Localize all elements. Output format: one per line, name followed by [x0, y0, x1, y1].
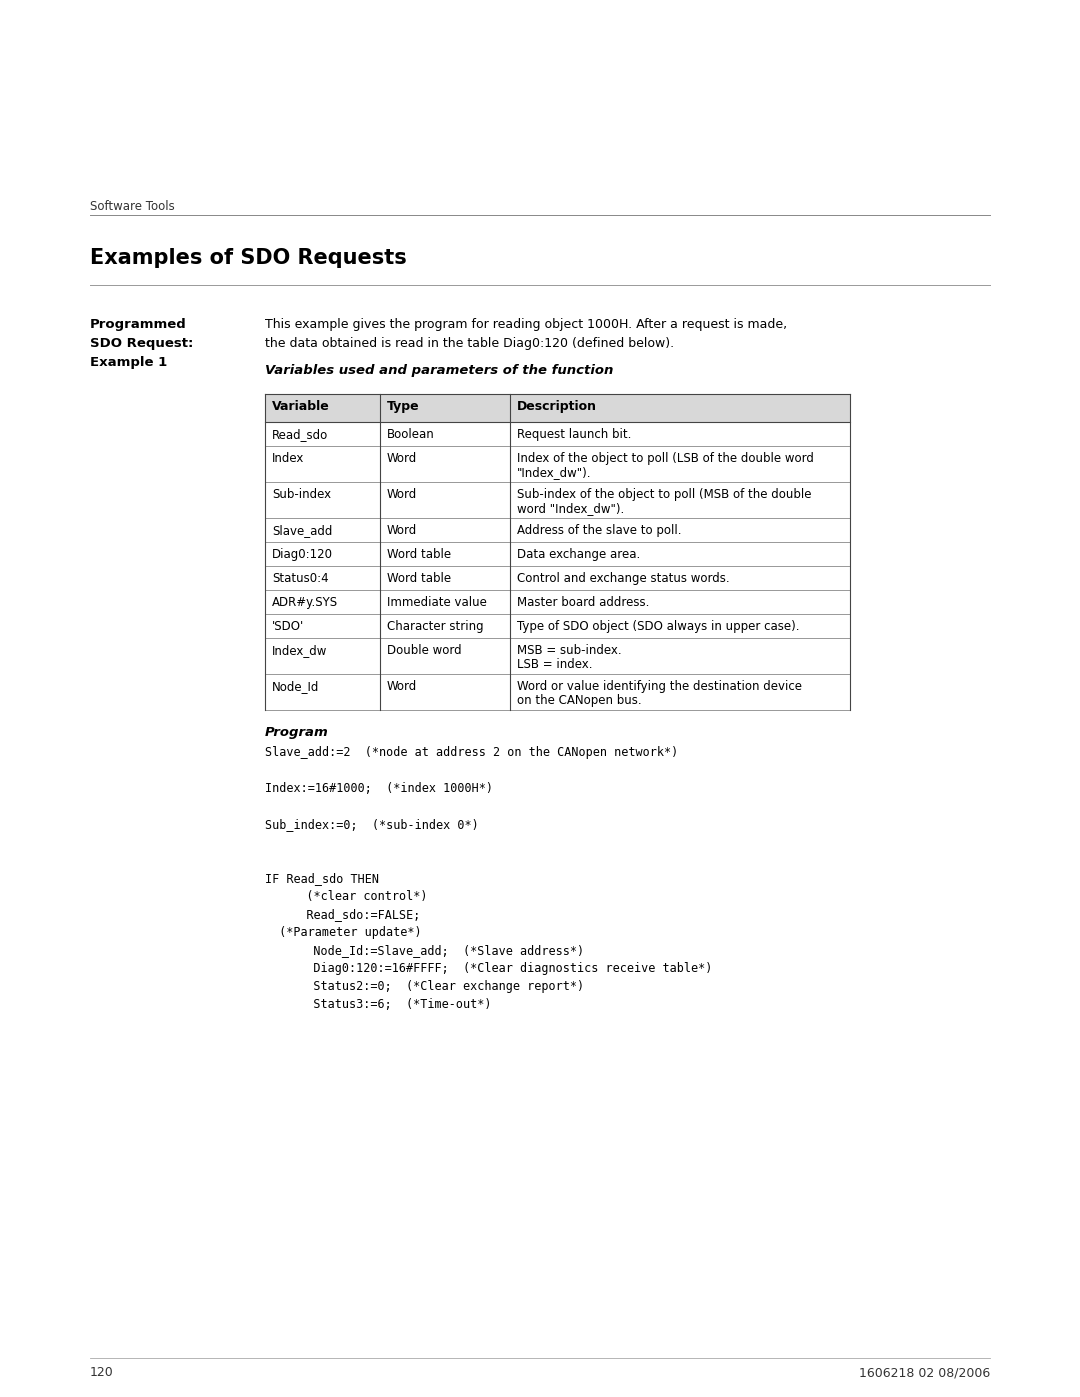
- Text: Immediate value: Immediate value: [387, 597, 487, 609]
- Text: Word table: Word table: [387, 571, 451, 585]
- Text: Double word: Double word: [387, 644, 461, 657]
- Text: "Index_dw").: "Index_dw").: [517, 467, 592, 479]
- Text: 'SDO': 'SDO': [272, 620, 305, 633]
- Text: Type of SDO object (SDO always in upper case).: Type of SDO object (SDO always in upper …: [517, 620, 799, 633]
- Text: Address of the slave to poll.: Address of the slave to poll.: [517, 524, 681, 536]
- Text: Index_dw: Index_dw: [272, 644, 327, 657]
- Text: Index: Index: [272, 453, 305, 465]
- Text: IF Read_sdo THEN: IF Read_sdo THEN: [265, 872, 379, 886]
- Text: Status2:=0;  (*Clear exchange report*): Status2:=0; (*Clear exchange report*): [292, 981, 584, 993]
- Text: Character string: Character string: [387, 620, 484, 633]
- Text: ADR#y.SYS: ADR#y.SYS: [272, 597, 338, 609]
- Bar: [265, 446, 850, 482]
- Text: Data exchange area.: Data exchange area.: [517, 548, 640, 562]
- Text: Node_Id:=Slave_add;  (*Slave address*): Node_Id:=Slave_add; (*Slave address*): [292, 944, 584, 957]
- Text: on the CANopen bus.: on the CANopen bus.: [517, 694, 642, 707]
- Text: Slave_add:=2  (*node at address 2 on the CANopen network*): Slave_add:=2 (*node at address 2 on the …: [265, 746, 678, 759]
- Text: Boolean: Boolean: [387, 427, 435, 441]
- Text: Description: Description: [517, 400, 597, 414]
- Text: Type: Type: [387, 400, 420, 414]
- Text: Variable: Variable: [272, 400, 329, 414]
- Text: Diag0:120: Diag0:120: [272, 548, 333, 562]
- Text: Control and exchange status words.: Control and exchange status words.: [517, 571, 730, 585]
- Text: Program: Program: [265, 726, 328, 739]
- Bar: [265, 518, 850, 542]
- Bar: [265, 422, 850, 446]
- Text: Read_sdo:=FALSE;: Read_sdo:=FALSE;: [285, 908, 420, 921]
- Text: Index of the object to poll (LSB of the double word: Index of the object to poll (LSB of the …: [517, 453, 814, 465]
- Text: Software Tools: Software Tools: [90, 200, 175, 212]
- Text: Slave_add: Slave_add: [272, 524, 333, 536]
- Text: Diag0:120:=16#FFFF;  (*Clear diagnostics receive table*): Diag0:120:=16#FFFF; (*Clear diagnostics …: [292, 963, 713, 975]
- Text: Master board address.: Master board address.: [517, 597, 649, 609]
- Text: Status0:4: Status0:4: [272, 571, 328, 585]
- Text: the data obtained is read in the table Diag0:120 (defined below).: the data obtained is read in the table D…: [265, 337, 674, 351]
- Text: MSB = sub-index.: MSB = sub-index.: [517, 644, 622, 657]
- Text: Word: Word: [387, 453, 417, 465]
- Text: Word or value identifying the destination device: Word or value identifying the destinatio…: [517, 680, 802, 693]
- Bar: [265, 542, 850, 566]
- Text: Variables used and parameters of the function: Variables used and parameters of the fun…: [265, 365, 613, 377]
- Text: SDO Request:: SDO Request:: [90, 337, 193, 351]
- Bar: [265, 566, 850, 590]
- Text: 1606218 02 08/2006: 1606218 02 08/2006: [859, 1366, 990, 1379]
- Text: word "Index_dw").: word "Index_dw").: [517, 502, 624, 515]
- Text: Programmed: Programmed: [90, 319, 187, 331]
- Text: Sub_index:=0;  (*sub-index 0*): Sub_index:=0; (*sub-index 0*): [265, 819, 478, 831]
- Text: LSB = index.: LSB = index.: [517, 658, 593, 671]
- Text: Word: Word: [387, 524, 417, 536]
- Text: This example gives the program for reading object 1000H. After a request is made: This example gives the program for readi…: [265, 319, 787, 331]
- Text: Sub-index of the object to poll (MSB of the double: Sub-index of the object to poll (MSB of …: [517, 488, 811, 502]
- Text: Word: Word: [387, 488, 417, 502]
- Bar: [265, 638, 850, 673]
- Text: Sub-index: Sub-index: [272, 488, 332, 502]
- Text: Word: Word: [387, 680, 417, 693]
- Text: Request launch bit.: Request launch bit.: [517, 427, 632, 441]
- Text: Examples of SDO Requests: Examples of SDO Requests: [90, 249, 407, 268]
- Text: Node_Id: Node_Id: [272, 680, 320, 693]
- Bar: [265, 394, 850, 422]
- Bar: [265, 615, 850, 638]
- Text: Read_sdo: Read_sdo: [272, 427, 328, 441]
- Text: Word table: Word table: [387, 548, 451, 562]
- Text: (*Parameter update*): (*Parameter update*): [272, 926, 421, 939]
- Text: Status3:=6;  (*Time-out*): Status3:=6; (*Time-out*): [292, 997, 491, 1011]
- Bar: [265, 482, 850, 518]
- Text: Example 1: Example 1: [90, 356, 167, 369]
- Text: Index:=16#1000;  (*index 1000H*): Index:=16#1000; (*index 1000H*): [265, 782, 492, 795]
- Bar: [265, 590, 850, 615]
- Text: 120: 120: [90, 1366, 113, 1379]
- Bar: [265, 673, 850, 710]
- Text: (*clear control*): (*clear control*): [285, 890, 428, 902]
